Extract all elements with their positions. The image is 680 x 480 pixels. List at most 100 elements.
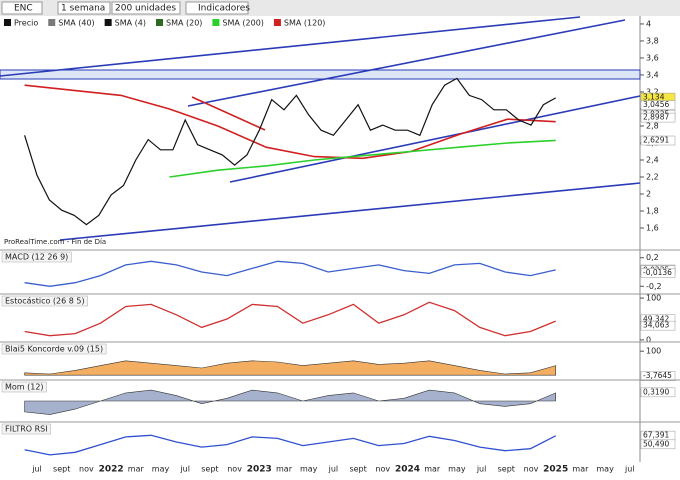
x-tick-label: sept — [53, 465, 70, 474]
panel-title: Mom (12) — [5, 383, 44, 392]
legend-entry: SMA (40) — [58, 19, 94, 28]
indicator-area — [24, 389, 556, 415]
y-tick-label: 100 — [646, 347, 661, 356]
x-tick-label: 2023 — [247, 465, 272, 475]
trend-line — [191, 96, 266, 131]
legend-entry: SMA (120) — [284, 19, 326, 28]
x-tick-label: mar — [424, 465, 441, 474]
last-value-label: 0,3190 — [643, 387, 669, 396]
x-tick-label: mar — [276, 465, 293, 474]
trend-lines — [0, 16, 641, 241]
indicator-line — [24, 434, 556, 456]
x-tick-label: jul — [179, 465, 190, 474]
trend-line — [0, 16, 581, 77]
last-value-label: 67,391 — [643, 431, 669, 440]
y-tick-label: 3,2 — [646, 87, 659, 96]
indicators-box[interactable] — [185, 1, 249, 15]
last-value-label: -3,7645 — [643, 371, 672, 380]
legend-swatch — [4, 19, 11, 26]
panel-title-box — [1, 251, 72, 263]
panel-title: Blai5 Koncorde v.09 (15) — [5, 345, 103, 354]
panel-title: Estocástico (26 8 5) — [5, 297, 85, 306]
y-tick-label: 100 — [646, 294, 661, 303]
trend-line — [229, 95, 641, 183]
last-value-box — [640, 387, 676, 398]
last-value-box — [640, 268, 676, 278]
y-tick-label: 3,4 — [646, 70, 659, 79]
period-box[interactable] — [57, 1, 111, 15]
y-tick-label: 3,8 — [646, 36, 659, 45]
y-tick-label: 1,6 — [646, 224, 659, 233]
panel-title-box — [1, 295, 88, 307]
last-value-label: 3,134 — [643, 93, 665, 102]
x-tick-label: may — [300, 465, 318, 474]
y-tick-label: 0,2 — [646, 253, 659, 262]
panel-title: MACD (12 26 9) — [5, 253, 68, 262]
last-value-label: 2,8987 — [643, 113, 669, 122]
last-value-box — [640, 320, 676, 331]
y-tick-label: 4 — [646, 19, 651, 28]
last-value-label: 49,342 — [643, 314, 669, 323]
legend-swatch — [104, 19, 112, 26]
y-tick-label: 1,8 — [646, 207, 659, 216]
period[interactable]: 1 semana — [61, 4, 105, 14]
x-tick-label: may — [152, 465, 170, 474]
last-value-label: 2,6291 — [643, 136, 669, 145]
last-value-box — [640, 371, 676, 381]
last-value-box — [640, 439, 676, 450]
y-tick-label: 3,6 — [646, 53, 659, 62]
y-tick-label: 0 — [646, 335, 651, 344]
symbol[interactable]: ENC — [14, 4, 33, 14]
legend-swatch — [48, 19, 56, 26]
x-tick-label: jul — [328, 465, 339, 474]
legend-swatch — [273, 19, 281, 26]
sma-line — [24, 84, 556, 160]
resistance-band — [0, 69, 641, 80]
watermark: ProRealTime.com - Fin de Día — [4, 238, 106, 246]
legend-entry: Precio — [14, 19, 38, 28]
x-tick-label: nov — [524, 465, 539, 474]
panel-title-box — [1, 343, 107, 355]
last-value-label: 34,063 — [643, 321, 669, 330]
y-tick-label: 2 — [646, 190, 651, 199]
panel-title-box — [1, 423, 51, 435]
y-tick-label: 2,8 — [646, 121, 659, 130]
x-tick-label: may — [448, 465, 466, 474]
x-tick-label: nov — [375, 465, 390, 474]
x-tick-label: mar — [128, 465, 145, 474]
x-tick-label: 2025 — [543, 465, 568, 475]
legend-swatch — [155, 19, 163, 26]
y-tick-label: -0,2 — [646, 282, 662, 291]
legend-entry: SMA (20) — [166, 19, 202, 28]
x-tick-label: sept — [498, 465, 515, 474]
indicator-line — [24, 260, 556, 287]
x-tick-label: sept — [201, 465, 218, 474]
panel-title-box — [1, 381, 47, 393]
x-tick-label: nov — [79, 465, 94, 474]
last-value-label: 50,490 — [643, 439, 669, 448]
units[interactable]: 200 unidades — [115, 4, 176, 14]
x-tick-label: sept — [349, 465, 366, 474]
panel-title: FILTRO RSI — [5, 425, 48, 434]
trend-line — [59, 182, 641, 241]
x-tick-label: jul — [476, 465, 487, 474]
x-tick-label: jul — [624, 465, 635, 474]
last-value-label: 3,0456 — [643, 100, 669, 109]
indicator-line — [24, 301, 556, 337]
legend-swatch — [212, 19, 220, 26]
x-tick-label: may — [596, 465, 614, 474]
trend-line — [187, 19, 626, 107]
sma-line — [169, 139, 556, 178]
y-tick-label: 2,4 — [646, 155, 659, 164]
x-tick-label: nov — [227, 465, 242, 474]
symbol-box[interactable] — [1, 1, 43, 15]
legend-entry: SMA (4) — [115, 19, 146, 28]
last-value-label: -0,0136 — [643, 268, 672, 277]
x-tick-label: jul — [31, 465, 42, 474]
indicators[interactable]: Indicadores — [198, 4, 250, 14]
y-tick-label: 2,2 — [646, 173, 659, 182]
x-tick-label: 2022 — [99, 465, 124, 475]
units-box[interactable] — [111, 1, 181, 15]
indicator-area — [24, 360, 556, 376]
